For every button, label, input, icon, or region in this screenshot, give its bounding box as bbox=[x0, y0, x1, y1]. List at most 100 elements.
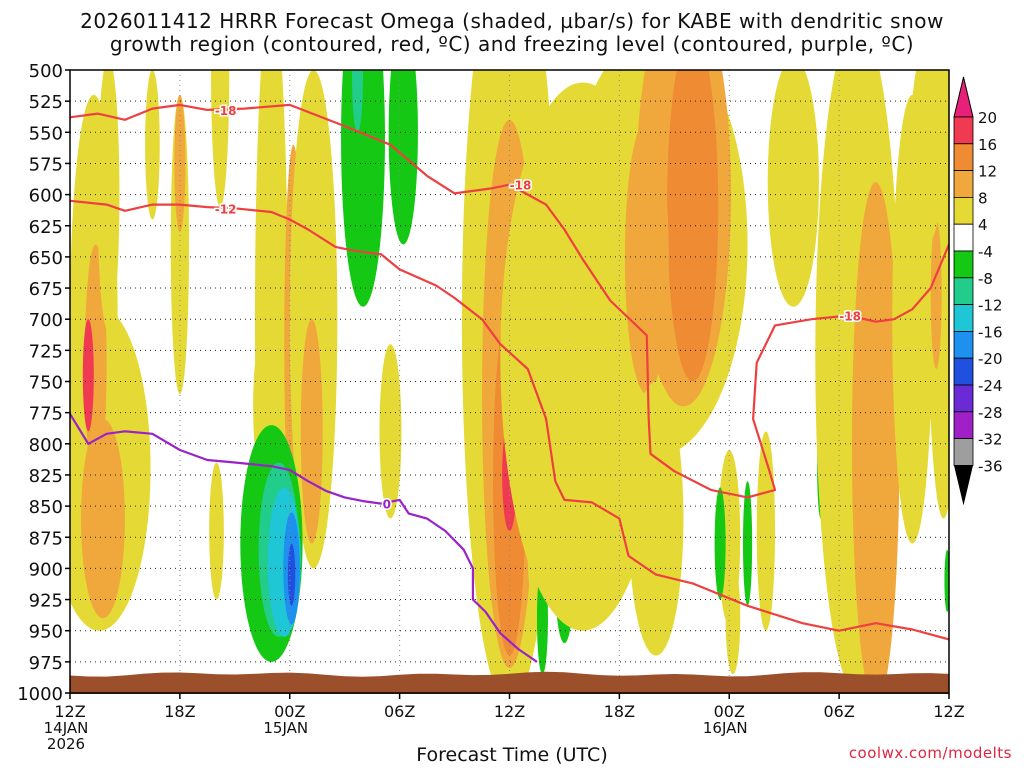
omega-shade-region bbox=[851, 182, 900, 693]
contour-label-dgz-top: -18 bbox=[510, 179, 532, 193]
colorbar: 20 16 12 8 4 -4 -8 -12 -16 -20 -24 -28 -32 -36 bbox=[953, 76, 1003, 506]
colorbar-label: 16 bbox=[978, 136, 997, 154]
omega-shade-region bbox=[174, 94, 186, 232]
x-tick-label: 14JAN bbox=[44, 719, 89, 737]
x-tick-label: 12Z bbox=[933, 702, 964, 721]
omega-shade-region bbox=[767, 70, 819, 307]
y-tick-label: 975 bbox=[29, 653, 63, 674]
y-tick-label: 525 bbox=[29, 92, 63, 113]
x-tick-label: 06Z bbox=[823, 702, 854, 721]
terrain-fill bbox=[70, 671, 949, 694]
omega-shade-region bbox=[930, 219, 942, 370]
x-tick-label: 12Z bbox=[494, 702, 525, 721]
x-tick-label: 16JAN bbox=[703, 719, 748, 737]
y-tick-label: 550 bbox=[29, 123, 63, 144]
y-tick-label: 575 bbox=[29, 154, 63, 175]
omega-shade-region bbox=[910, 70, 944, 245]
omega-shade-region bbox=[97, 70, 120, 332]
omega-shade-region bbox=[756, 431, 776, 631]
chart-title-line2: growth region (contoured, red, ºC) and f… bbox=[109, 32, 915, 56]
y-tick-label: 850 bbox=[29, 497, 63, 518]
y-tick-label: 1000 bbox=[17, 684, 63, 705]
omega-shade-region bbox=[287, 543, 296, 606]
omega-shade-region bbox=[379, 344, 402, 519]
omega-shade-region bbox=[209, 462, 224, 600]
omega-shade-region bbox=[666, 70, 719, 382]
credit-link[interactable]: coolwx.com/modelts bbox=[848, 744, 1012, 762]
x-tick-label: 15JAN bbox=[263, 719, 308, 737]
omega-shade-region bbox=[341, 70, 385, 307]
x-tick-label: 18Z bbox=[604, 702, 635, 721]
contour-label-dgz-top: -18 bbox=[839, 309, 861, 323]
y-tick-label: 925 bbox=[29, 591, 63, 612]
omega-shade-region bbox=[82, 319, 94, 432]
colorbar-label: -20 bbox=[978, 350, 1003, 368]
colorbar-bin bbox=[953, 143, 974, 172]
colorbar-bin bbox=[953, 330, 974, 359]
colorbar-under-arrow bbox=[954, 465, 973, 506]
colorbar-bin bbox=[953, 277, 974, 305]
colorbar-label: 12 bbox=[978, 163, 997, 181]
colorbar-label: -12 bbox=[978, 297, 1003, 315]
colorbar-bin bbox=[953, 250, 974, 279]
colorbar-label: -28 bbox=[978, 404, 1003, 422]
colorbar-label: -24 bbox=[978, 377, 1003, 395]
omega-shade-region bbox=[742, 481, 753, 606]
x-tick-label: 00Z bbox=[714, 702, 745, 721]
y-tick-label: 650 bbox=[29, 248, 63, 269]
omega-shade-region bbox=[352, 70, 363, 133]
freezing-level-contour-line bbox=[70, 413, 538, 663]
x-axis-label: Forecast Time (UTC) bbox=[416, 744, 608, 766]
colorbar-bin bbox=[953, 357, 974, 386]
y-tick-label: 825 bbox=[29, 466, 63, 487]
colorbar-label: -32 bbox=[978, 431, 1003, 449]
omega-shade-region bbox=[211, 70, 230, 208]
y-tick-label: 725 bbox=[29, 341, 63, 362]
chart-title-line1: 2026011412 HRRR Forecast Omega (shaded, … bbox=[80, 9, 944, 33]
x-tick-label: 12Z bbox=[54, 702, 85, 721]
contour-label-dgz-top: -18 bbox=[215, 104, 237, 118]
omega-shade-region bbox=[388, 70, 418, 245]
colorbar-bin bbox=[953, 196, 974, 225]
colorbar-bin bbox=[953, 116, 974, 145]
colorbar-over-arrow bbox=[953, 76, 974, 118]
colorbar-label: 4 bbox=[978, 216, 988, 234]
colorbar-bin bbox=[953, 411, 974, 439]
x-tick-label: 18Z bbox=[164, 702, 195, 721]
y-tick-label: 500 bbox=[29, 61, 63, 82]
contour-label-freezing-level: 0 bbox=[383, 498, 391, 512]
y-tick-label: 750 bbox=[29, 373, 63, 394]
x-tick-label: 2026 bbox=[47, 735, 85, 753]
omega-shade-region bbox=[628, 381, 684, 656]
dgz-top-contour-line bbox=[70, 103, 949, 499]
colorbar-label: -8 bbox=[978, 270, 993, 288]
colorbar-bin bbox=[953, 304, 974, 332]
colorbar-label: -36 bbox=[978, 457, 1003, 475]
colorbar-label: 8 bbox=[978, 189, 988, 207]
contour-lines: -18 -18 -18 -12 0 bbox=[70, 102, 949, 663]
y-tick-label: 800 bbox=[29, 435, 63, 456]
y-tick-label: 625 bbox=[29, 217, 63, 238]
omega-shade-region bbox=[145, 70, 160, 220]
terrain-surface bbox=[70, 671, 949, 694]
y-tick-label: 600 bbox=[29, 186, 63, 207]
omega-shade-region bbox=[300, 319, 323, 544]
y-tick-label: 675 bbox=[29, 279, 63, 300]
colorbar-bin bbox=[953, 384, 974, 413]
contour-label-dgz-bottom: -12 bbox=[215, 202, 237, 216]
dgz-bottom-contour-line bbox=[70, 199, 949, 641]
colorbar-bin bbox=[953, 170, 974, 198]
colorbar-bin bbox=[953, 223, 974, 252]
omega-shade-region bbox=[725, 562, 741, 675]
colorbar-label: -16 bbox=[978, 323, 1003, 341]
x-tick-label: 06Z bbox=[384, 702, 415, 721]
omega-shading bbox=[70, 70, 949, 693]
x-tick-label: 00Z bbox=[274, 702, 305, 721]
y-tick-label: 775 bbox=[29, 404, 63, 425]
omega-shade-region bbox=[944, 549, 949, 613]
y-tick-label: 900 bbox=[29, 559, 63, 580]
axes: 500 525 550 575 600 625 650 675 700 725 750 775 800 8… bbox=[17, 61, 965, 753]
colorbar-label: -4 bbox=[978, 243, 993, 261]
y-tick-label: 950 bbox=[29, 622, 63, 643]
